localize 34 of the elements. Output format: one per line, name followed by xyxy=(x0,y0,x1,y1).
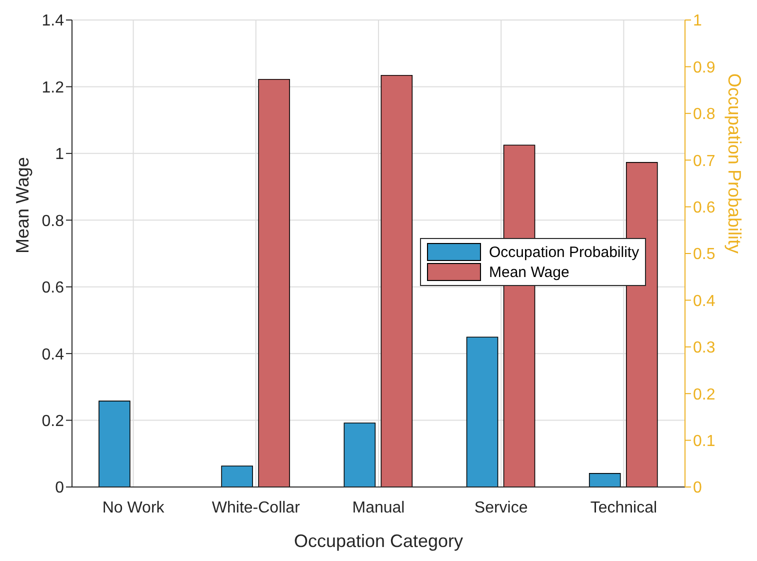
y2-tick-label: 0.6 xyxy=(693,199,716,216)
x-tick-label: No Work xyxy=(102,499,166,516)
x-tick-label: Technical xyxy=(590,499,658,516)
y2-tick-label: 0.9 xyxy=(693,59,716,76)
x-tick-label: Service xyxy=(474,499,528,516)
legend-label: Occupation Probability xyxy=(489,244,640,260)
x-tick-label: White-Collar xyxy=(212,499,301,516)
x-tick-label: Manual xyxy=(352,499,405,516)
y2-tick-label: 0.2 xyxy=(693,386,716,404)
y2-tick-label: 0.5 xyxy=(693,246,716,264)
y2-tick-label: 0.7 xyxy=(693,152,716,170)
y2-axis-title: Occupation Probability xyxy=(724,73,745,254)
y-tick-label: 1.2 xyxy=(42,79,64,96)
y-tick-label: 1 xyxy=(55,146,64,164)
y-tick-label: 0.8 xyxy=(42,212,64,230)
bar xyxy=(344,422,376,487)
y-tick-label: 1.4 xyxy=(42,12,64,30)
y2-tick-label: 0.3 xyxy=(693,340,716,357)
legend-label: Mean Wage xyxy=(489,264,570,280)
y2-tick-label: 0.4 xyxy=(693,292,716,310)
bar xyxy=(98,400,130,487)
bar xyxy=(588,473,621,487)
y-axis-title: Mean Wage xyxy=(12,157,32,254)
x-axis-title: Occupation Category xyxy=(294,531,464,551)
y2-tick-label: 0 xyxy=(693,480,702,497)
y2-tick-label: 0.1 xyxy=(693,432,716,450)
y-tick-label: 0 xyxy=(55,480,64,497)
y2-tick-label: 0.8 xyxy=(693,106,716,124)
bar xyxy=(466,336,498,487)
y-tick-label: 0.6 xyxy=(42,280,64,297)
y2-tick-label: 1 xyxy=(693,12,702,30)
y-tick-label: 0.4 xyxy=(42,346,64,364)
bar xyxy=(221,466,253,487)
y-tick-label: 0.2 xyxy=(42,412,64,430)
